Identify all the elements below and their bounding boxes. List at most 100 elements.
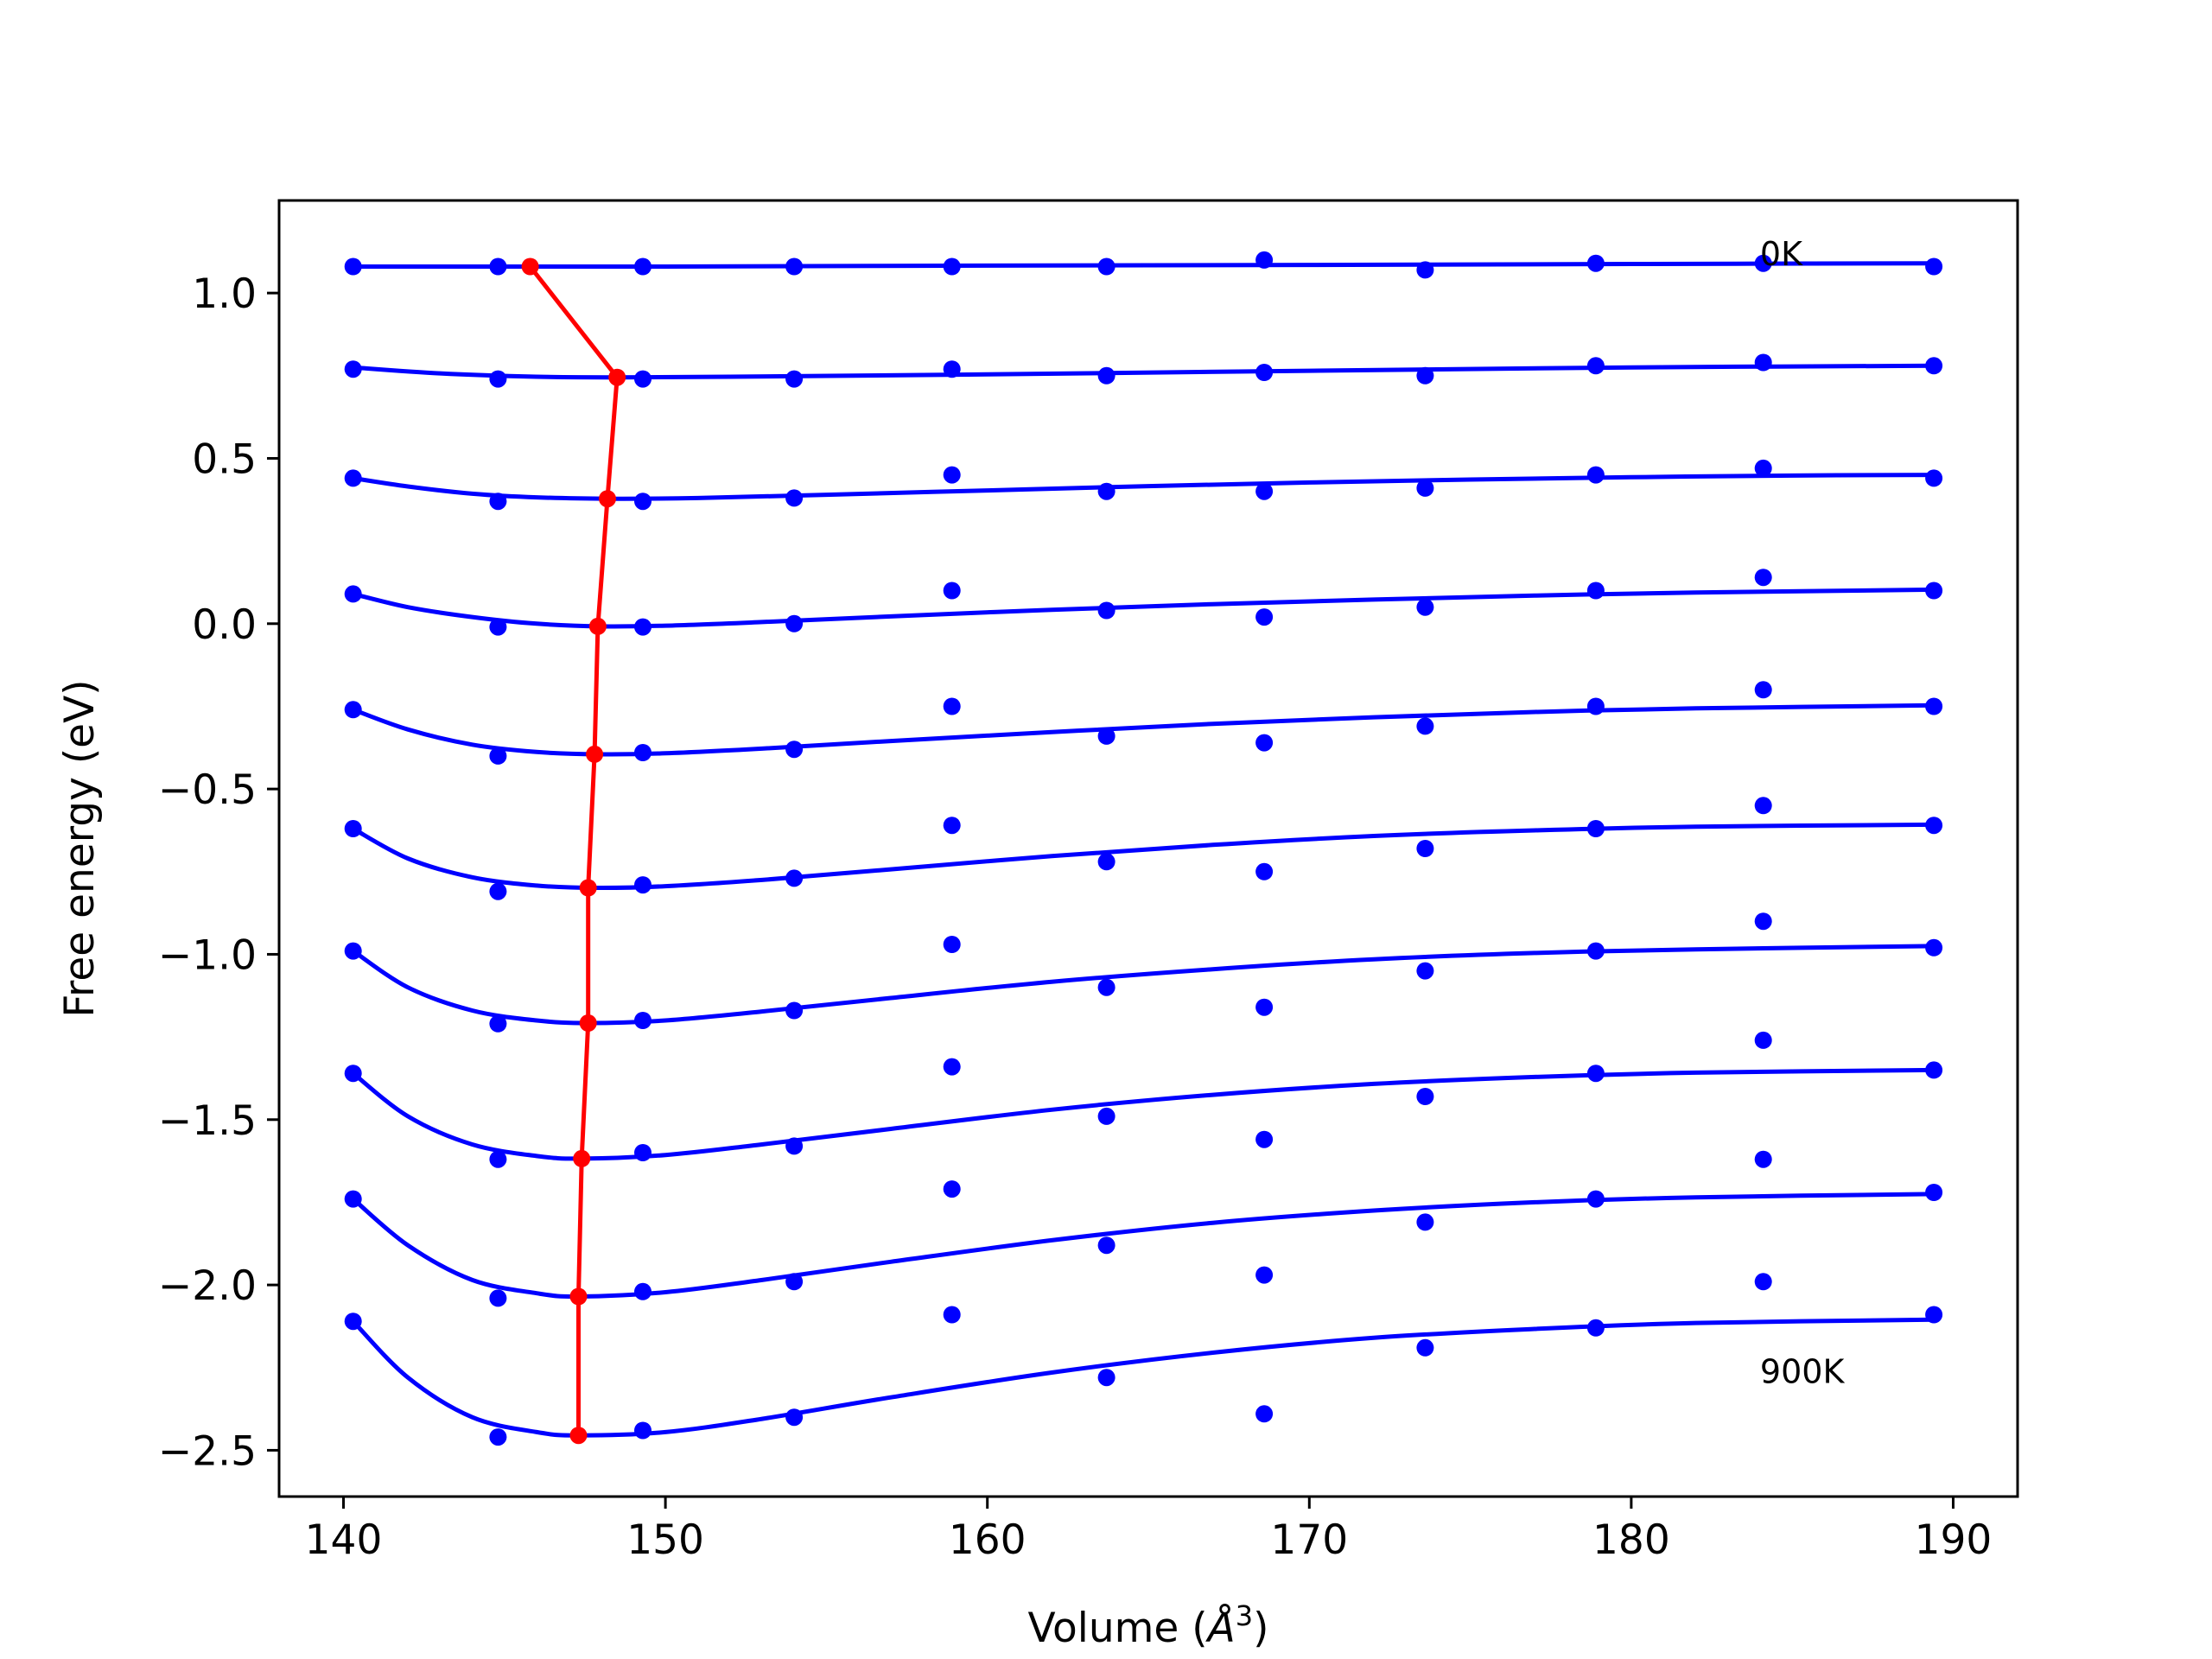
data-point-9-0 (344, 1313, 362, 1331)
data-point-8-2 (634, 1282, 652, 1300)
fit-curve-8 (352, 1192, 1935, 1300)
data-point-5-0 (344, 820, 362, 837)
data-point-5-8 (1586, 820, 1605, 837)
temperature-annotation-0: 0K (1760, 235, 1803, 273)
y-tick-label-4: −1.0 (158, 931, 257, 979)
data-point-7-4 (943, 1058, 961, 1076)
data-point-5-10 (1925, 817, 1943, 835)
data-point-6-10 (1925, 938, 1943, 957)
temperature-annotation-1: 900K (1760, 1353, 1846, 1391)
data-point-3-2 (634, 618, 652, 636)
data-point-1-10 (1925, 357, 1943, 375)
data-point-2-0 (344, 469, 362, 487)
data-point-4-1 (489, 747, 507, 765)
data-point-4-4 (943, 697, 961, 715)
data-point-7-7 (1416, 1088, 1434, 1105)
data-point-9-4 (943, 1306, 961, 1324)
x-tick-label-5: 190 (1915, 1516, 1993, 1564)
data-point-8-9 (1754, 1150, 1772, 1168)
data-point-2-4 (943, 466, 961, 484)
data-point-2-1 (489, 493, 507, 511)
x-tick-label-4: 180 (1592, 1516, 1670, 1564)
minimum-point-3 (588, 617, 607, 635)
data-point-8-4 (943, 1180, 961, 1198)
minimum-point-7 (573, 1149, 591, 1167)
fit-curve-2 (353, 473, 1935, 501)
data-point-1-0 (344, 360, 362, 378)
data-point-0-10 (1925, 257, 1943, 276)
x-tick-label-2: 160 (949, 1516, 1027, 1564)
data-point-7-9 (1754, 1031, 1772, 1049)
minimum-path-line (528, 264, 620, 1436)
y-tick-label-5: −1.5 (158, 1097, 257, 1145)
data-point-6-8 (1586, 942, 1605, 960)
data-point-7-0 (344, 1065, 362, 1083)
data-point-7-5 (1097, 1107, 1116, 1125)
data-point-3-8 (1586, 582, 1605, 600)
minimum-point-0 (521, 257, 539, 276)
data-point-5-7 (1416, 840, 1434, 857)
data-point-9-7 (1416, 1338, 1434, 1357)
plot-area (344, 251, 1943, 1446)
minimum-point-6 (579, 1014, 597, 1032)
data-point-8-0 (344, 1190, 362, 1208)
data-point-7-2 (634, 1144, 652, 1161)
data-point-8-1 (489, 1289, 507, 1307)
data-point-4-0 (344, 701, 362, 719)
data-point-6-2 (634, 1012, 652, 1029)
data-point-7-10 (1925, 1061, 1943, 1079)
annotations: 0K 900K (1760, 235, 1846, 1390)
data-point-1-9 (1754, 353, 1772, 372)
data-point-3-6 (1255, 608, 1274, 626)
data-point-6-4 (943, 936, 961, 953)
data-point-3-9 (1754, 569, 1772, 587)
data-point-2-5 (1097, 482, 1116, 500)
data-point-5-1 (489, 882, 507, 900)
data-point-3-0 (344, 585, 362, 603)
minimum-point-8 (569, 1287, 588, 1306)
data-point-2-8 (1586, 466, 1605, 484)
data-point-6-0 (344, 942, 362, 960)
x-tick-label-3: 170 (1270, 1516, 1348, 1564)
data-point-8-5 (1097, 1236, 1116, 1255)
data-point-0-3 (785, 257, 804, 276)
data-point-1-8 (1586, 357, 1605, 375)
y-tick-label-0: 1.0 (192, 270, 257, 318)
data-point-4-10 (1925, 697, 1943, 715)
data-point-4-2 (634, 744, 652, 761)
data-point-1-6 (1255, 364, 1274, 381)
data-point-8-7 (1416, 1213, 1434, 1231)
y-tick-label-3: −0.5 (158, 766, 257, 814)
data-point-0-0 (344, 257, 362, 276)
data-point-0-4 (943, 257, 961, 276)
data-point-0-8 (1586, 254, 1605, 272)
minimum-point-5 (579, 879, 597, 897)
data-point-2-10 (1925, 469, 1943, 487)
y-tick-label-2: 0.0 (192, 601, 257, 649)
data-point-8-10 (1925, 1184, 1943, 1201)
y-axis: 1.0 0.5 0.0 −0.5 −1.0 −1.5 −2.0 −2.5 (158, 270, 279, 1475)
data-point-0-9 (1754, 254, 1772, 272)
data-point-1-7 (1416, 366, 1434, 385)
data-point-9-1 (489, 1428, 507, 1446)
data-point-8-6 (1255, 1266, 1274, 1284)
x-axis-label: Volume (Å3) (1028, 1599, 1269, 1652)
data-point-9-3 (785, 1408, 804, 1427)
data-point-4-6 (1255, 734, 1274, 752)
minimum-point-9 (569, 1427, 588, 1445)
minimum-point-1 (608, 368, 626, 386)
y-tick-label-1: 0.5 (192, 435, 257, 483)
data-point-8-3 (785, 1273, 804, 1291)
data-point-8-8 (1586, 1190, 1605, 1208)
data-point-0-5 (1097, 257, 1116, 276)
data-point-0-6 (1255, 251, 1274, 269)
data-point-3-1 (489, 618, 507, 636)
data-point-5-2 (634, 876, 652, 894)
data-point-1-5 (1097, 366, 1116, 385)
data-point-9-9 (1754, 1273, 1772, 1291)
data-point-3-7 (1416, 598, 1434, 616)
data-point-5-9 (1754, 797, 1772, 815)
data-point-3-4 (943, 582, 961, 600)
data-point-1-2 (634, 370, 652, 388)
